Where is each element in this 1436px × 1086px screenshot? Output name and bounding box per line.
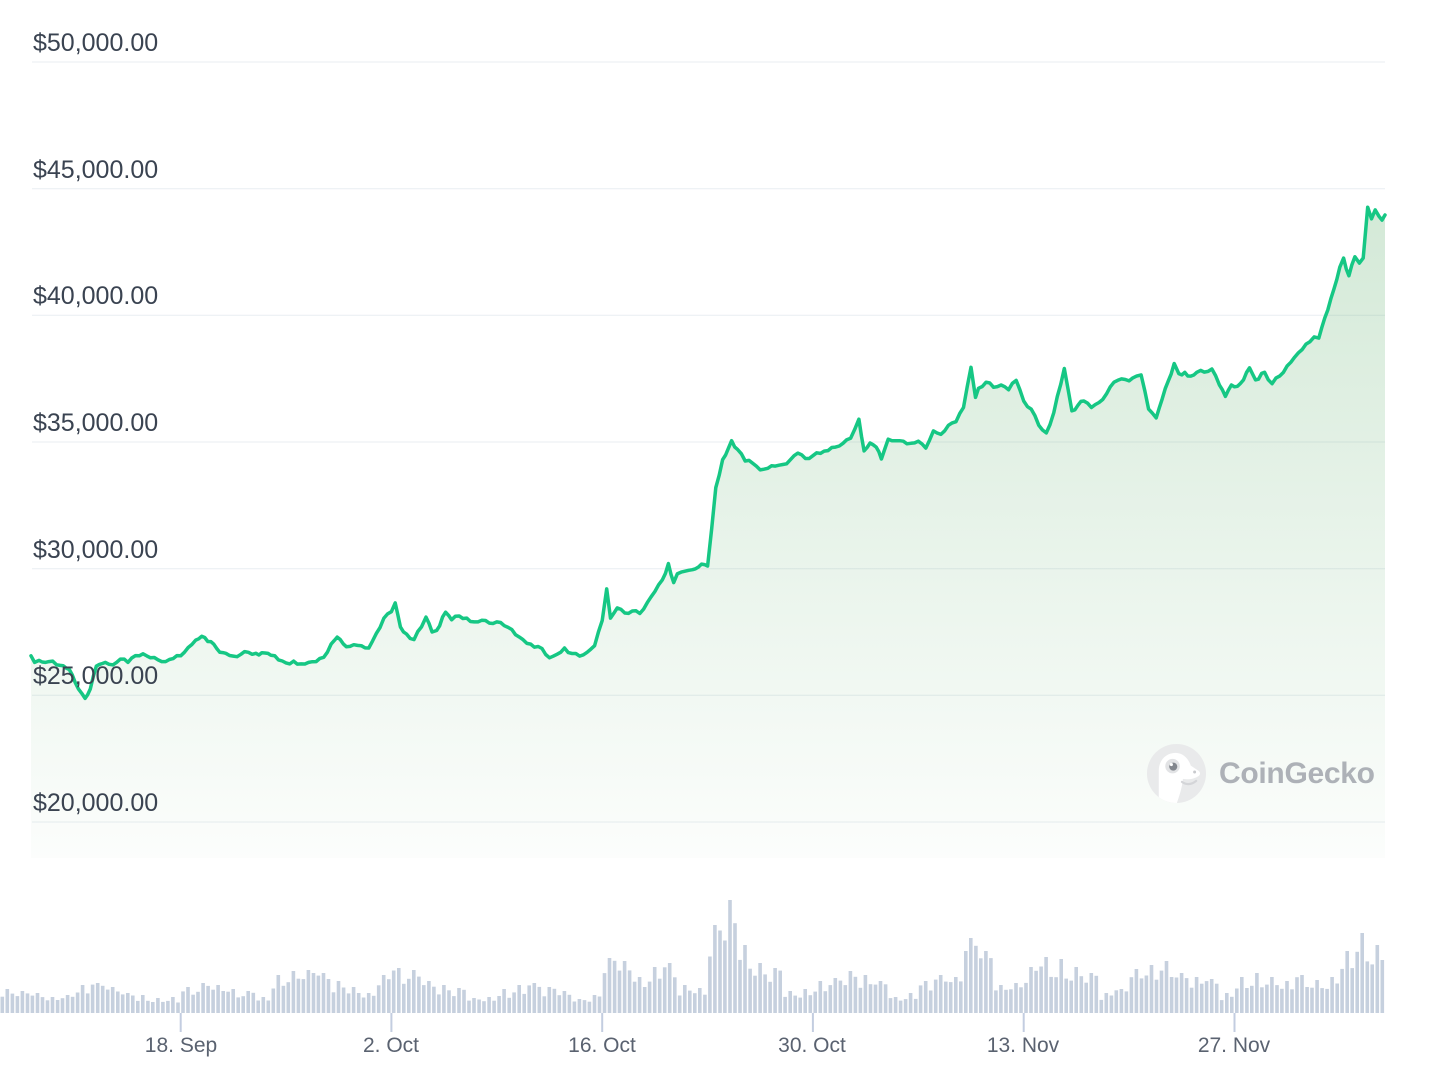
volume-bars <box>0 900 1385 1013</box>
y-axis-label: $30,000.00 <box>33 536 159 564</box>
x-axis-label: 27. Nov <box>1197 1034 1271 1057</box>
x-axis-label: 13. Nov <box>986 1034 1060 1057</box>
price-line <box>29 205 1387 701</box>
coingecko-gecko-icon <box>1145 742 1208 805</box>
y-axis-label: $45,000.00 <box>33 156 159 184</box>
price-area <box>31 207 1385 858</box>
y-axis-label: $35,000.00 <box>33 409 159 437</box>
y-axis-label: $20,000.00 <box>33 789 159 817</box>
x-axis-label: 18. Sep <box>144 1034 218 1057</box>
y-axis-label: $50,000.00 <box>33 29 159 57</box>
x-axis-label: 16. Oct <box>568 1034 636 1057</box>
coingecko-watermark-text: CoinGecko <box>1219 756 1375 790</box>
y-axis-label: $25,000.00 <box>33 662 159 690</box>
y-axis-label: $40,000.00 <box>33 282 159 310</box>
coingecko-watermark: CoinGecko <box>1145 742 1375 805</box>
x-axis-label: 2. Oct <box>362 1034 420 1057</box>
x-tick-stems <box>179 1013 1236 1032</box>
x-axis-label: 30. Oct <box>778 1034 846 1057</box>
